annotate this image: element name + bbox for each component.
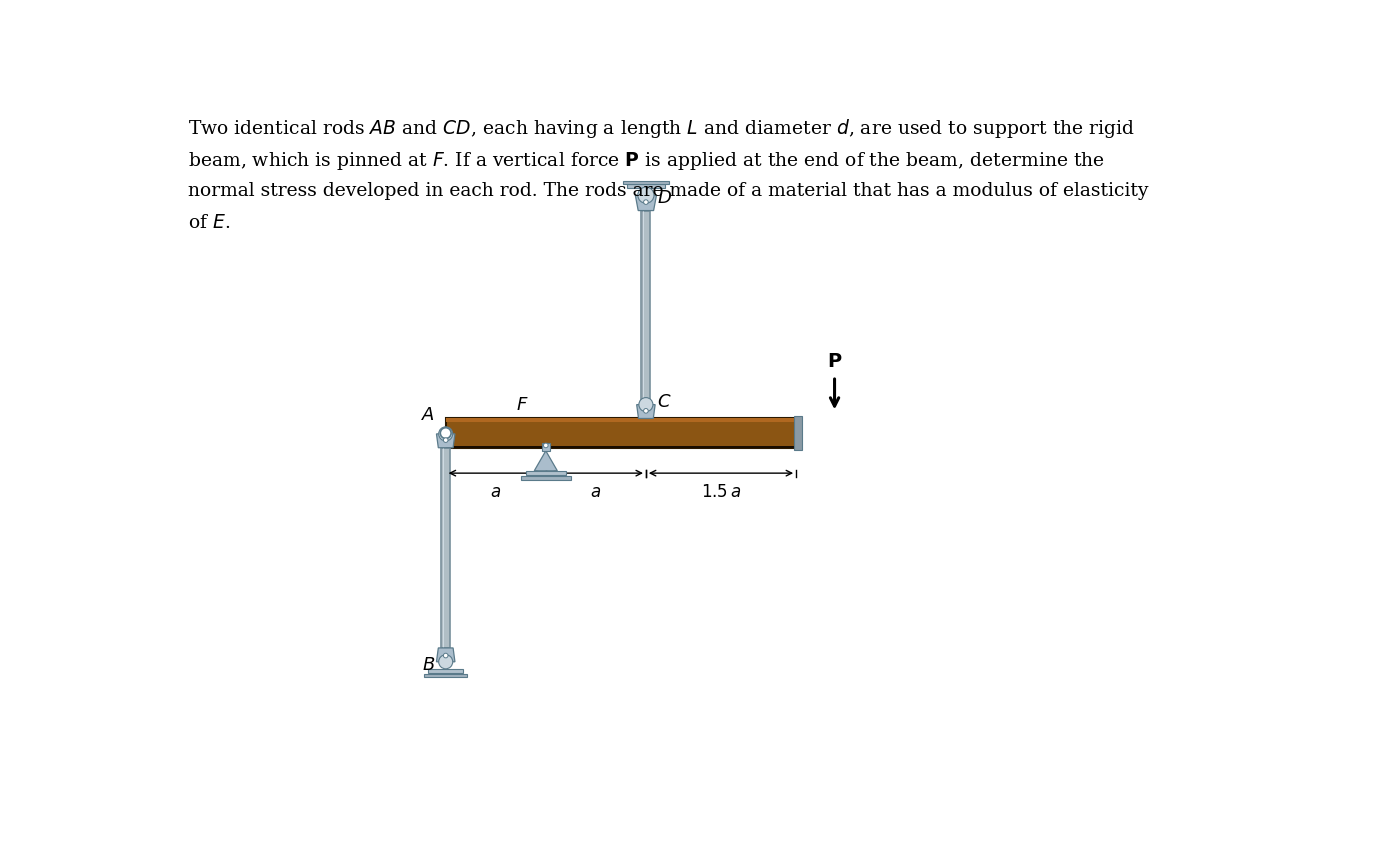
Text: $C$: $C$	[656, 393, 672, 411]
Text: $A$: $A$	[422, 405, 435, 424]
Bar	[428, 669, 463, 673]
Bar	[424, 674, 467, 677]
Circle shape	[638, 187, 654, 203]
Polygon shape	[437, 434, 455, 448]
Circle shape	[644, 200, 648, 204]
Circle shape	[644, 409, 648, 413]
Circle shape	[543, 443, 549, 448]
Text: $a$: $a$	[590, 483, 601, 502]
Circle shape	[438, 654, 453, 669]
Bar	[446, 445, 796, 448]
Text: $D$: $D$	[656, 189, 672, 207]
Text: beam, which is pinned at $\mathit{F}$. If a vertical force $\mathbf{P}$ is appli: beam, which is pinned at $\mathit{F}$. I…	[188, 150, 1104, 172]
Polygon shape	[637, 405, 655, 418]
Circle shape	[638, 398, 652, 411]
Bar	[525, 471, 565, 475]
Text: $B$: $B$	[422, 656, 435, 674]
Bar	[446, 418, 796, 448]
Circle shape	[444, 654, 448, 658]
Bar	[626, 184, 665, 189]
Bar	[641, 211, 651, 418]
Bar	[795, 416, 802, 450]
Bar	[446, 418, 796, 422]
Text: $F$: $F$	[517, 396, 529, 414]
Text: of $\mathit{E}$.: of $\mathit{E}$.	[188, 214, 229, 232]
Bar	[441, 448, 451, 648]
Circle shape	[438, 427, 453, 441]
Text: $a$: $a$	[491, 483, 502, 502]
Circle shape	[441, 428, 451, 439]
Polygon shape	[535, 450, 557, 471]
Bar	[521, 476, 571, 479]
Bar	[542, 443, 550, 451]
Text: Two identical rods $\mathit{AB}$ and $\mathit{CD}$, each having a length $\mathi: Two identical rods $\mathit{AB}$ and $\m…	[188, 117, 1135, 140]
Text: $1.5\,a$: $1.5\,a$	[701, 483, 741, 502]
Circle shape	[444, 438, 448, 442]
Polygon shape	[636, 196, 656, 211]
Text: normal stress developed in each rod. The rods are made of a material that has a : normal stress developed in each rod. The…	[188, 182, 1148, 200]
Bar	[623, 181, 669, 184]
Polygon shape	[437, 648, 455, 662]
Text: $\mathbf{P}$: $\mathbf{P}$	[826, 352, 842, 371]
